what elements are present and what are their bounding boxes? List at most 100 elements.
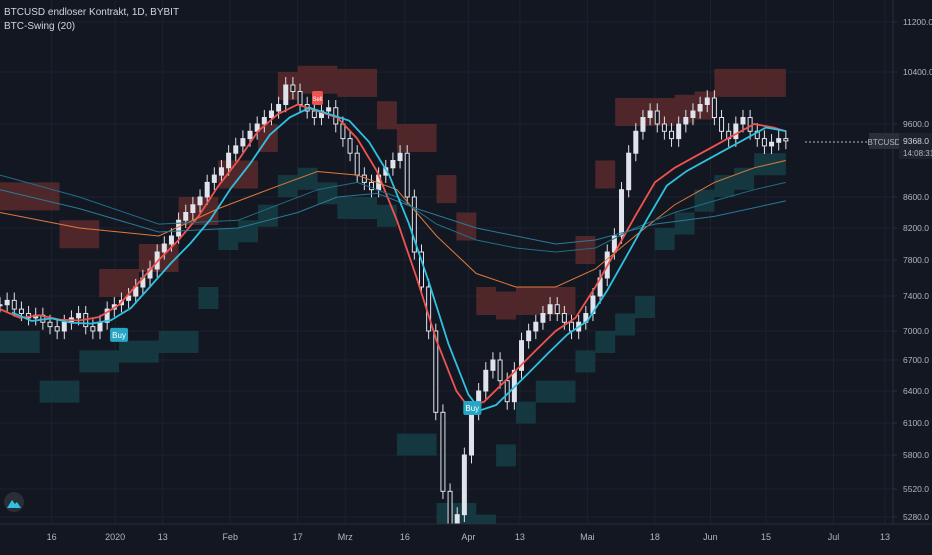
x-tick-label: 15 bbox=[761, 532, 771, 542]
candle-body bbox=[761, 138, 767, 147]
candle-body bbox=[390, 160, 396, 169]
price-axis-bg bbox=[893, 0, 932, 550]
candle-body bbox=[740, 117, 746, 125]
candle-body bbox=[547, 304, 553, 314]
candle-body bbox=[676, 123, 682, 140]
series-line-3 bbox=[0, 189, 786, 245]
buy-marker-label: Buy bbox=[112, 331, 126, 340]
candle-body bbox=[61, 321, 67, 332]
candle-body bbox=[268, 110, 274, 118]
candle-body bbox=[504, 380, 510, 403]
candle-body bbox=[683, 117, 689, 125]
y-tick-label: 6400.0 bbox=[903, 386, 929, 396]
symbol-tag-bg bbox=[869, 133, 899, 149]
candle-body bbox=[447, 490, 453, 527]
candle-body bbox=[47, 321, 53, 328]
series-line-1 bbox=[0, 160, 786, 288]
candles bbox=[0, 77, 789, 534]
y-tick-label: 7400.0 bbox=[903, 291, 929, 301]
x-tick-label: 16 bbox=[47, 532, 57, 542]
candle-body bbox=[411, 196, 417, 253]
candle-body bbox=[640, 117, 646, 132]
candle-body bbox=[461, 454, 467, 516]
x-tick-label: 16 bbox=[400, 532, 410, 542]
candle-body bbox=[440, 411, 446, 492]
x-tick-label: 13 bbox=[158, 532, 168, 542]
buy-marker-label: Buy bbox=[465, 404, 479, 413]
candle-body bbox=[497, 359, 503, 382]
x-tick-label: 18 bbox=[650, 532, 660, 542]
x-tick-label: 17 bbox=[293, 532, 303, 542]
buy-marker-bg bbox=[463, 401, 482, 415]
x-tick-label: Mrz bbox=[338, 532, 353, 542]
candle-body bbox=[276, 104, 282, 112]
candle-body bbox=[733, 123, 739, 140]
candle-body bbox=[11, 299, 17, 310]
candle-body bbox=[654, 110, 660, 125]
symbol-tag: BTCUSD bbox=[868, 138, 901, 147]
candle-body bbox=[633, 130, 639, 154]
candle-body bbox=[4, 299, 10, 306]
y-tick-label: 11200.0 bbox=[903, 17, 932, 27]
x-tick-label: 13 bbox=[880, 532, 890, 542]
y-tick-label: 8600.0 bbox=[903, 192, 929, 202]
candle-body bbox=[776, 138, 782, 143]
y-tick-label: 5800.0 bbox=[903, 450, 929, 460]
candle-body bbox=[311, 110, 317, 118]
x-tick-label: 13 bbox=[515, 532, 525, 542]
candle-body bbox=[533, 321, 539, 332]
buy-marker[interactable]: Buy bbox=[463, 401, 482, 415]
y-tick-label: 7000.0 bbox=[903, 326, 929, 336]
chart-title: BTCUSD endloser Kontrakt, 1D, BYBIT bbox=[4, 7, 180, 18]
sell-marker[interactable]: Sell bbox=[312, 91, 324, 105]
y-tick-label: 6700.0 bbox=[903, 355, 929, 365]
mountain-icon bbox=[7, 500, 21, 508]
candle-body bbox=[404, 152, 410, 198]
candle-body bbox=[326, 107, 332, 112]
candle-body bbox=[283, 84, 289, 105]
candle-body bbox=[704, 97, 710, 105]
candle-body bbox=[469, 411, 475, 456]
candle-body bbox=[97, 321, 103, 332]
price-axis[interactable]: 11200.0 10400.0 9600.0 8600.0 8200.0 7800.0 74… bbox=[892, 0, 932, 550]
series-line-0 bbox=[0, 103, 787, 409]
tradingview-logo-icon[interactable] bbox=[4, 492, 24, 512]
time-axis-bg bbox=[0, 524, 932, 550]
candle-body bbox=[433, 330, 439, 413]
x-tick-label: Apr bbox=[461, 532, 475, 542]
candle-body bbox=[561, 313, 567, 323]
candle-body bbox=[647, 110, 653, 118]
candle-body bbox=[240, 138, 246, 147]
buy-marker-bg bbox=[110, 327, 129, 342]
candle-body bbox=[218, 167, 224, 176]
candle-body bbox=[126, 295, 132, 301]
sell-marker-label: Sell bbox=[313, 97, 323, 103]
candle-body bbox=[204, 181, 210, 198]
candle-body bbox=[368, 181, 374, 191]
buy-marker[interactable]: Buy bbox=[110, 327, 129, 342]
swing-line bbox=[11, 106, 787, 412]
resistance-band bbox=[0, 65, 786, 320]
candle-body bbox=[483, 369, 489, 392]
candle-body bbox=[397, 152, 403, 161]
y-tick-label: 5520.0 bbox=[903, 484, 929, 494]
plot-area[interactable]: Buy Sell Buy bbox=[0, 0, 893, 537]
candle-body bbox=[783, 138, 789, 142]
y-tick-label: 5280.0 bbox=[903, 512, 929, 522]
x-tick-label: Jun bbox=[703, 532, 718, 542]
chart-legend: BTCUSD endloser Kontrakt, 1D, BYBIT BTC-… bbox=[4, 6, 179, 34]
candle-body bbox=[290, 84, 296, 92]
candle-body bbox=[697, 104, 703, 112]
x-tick-label: 2020 bbox=[105, 532, 125, 542]
candle-body bbox=[90, 326, 96, 332]
candle-body bbox=[76, 313, 82, 319]
x-tick-label: Feb bbox=[222, 532, 238, 542]
time-axis[interactable]: 16 2020 13 Feb 17 Mrz 16 Apr 13 Mai 18 Jun 15 Jul 13 bbox=[0, 523, 932, 550]
candle-body bbox=[226, 152, 232, 169]
candle-body bbox=[690, 110, 696, 118]
x-tick-label: Jul bbox=[828, 532, 840, 542]
candle-body bbox=[347, 138, 353, 154]
candle-body bbox=[490, 359, 496, 371]
